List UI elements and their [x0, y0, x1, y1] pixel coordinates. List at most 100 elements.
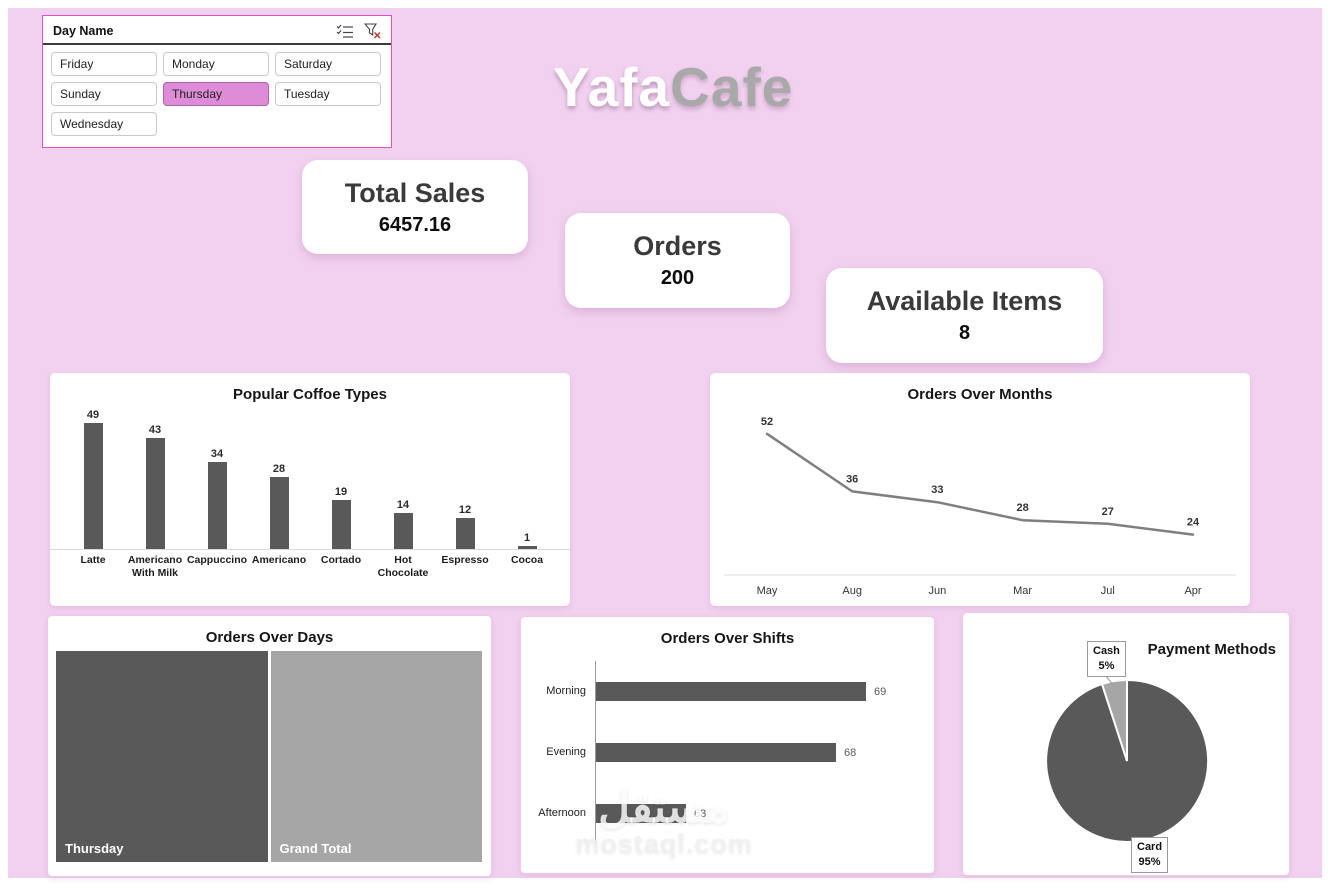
bar[interactable]	[207, 461, 227, 549]
chart-title: Orders Over Months	[907, 386, 1053, 403]
shift-bar-track: 63	[595, 783, 924, 844]
orders-line-series[interactable]	[765, 432, 1195, 536]
kpi-title: Orders	[633, 231, 722, 261]
month-axis-label: Mar	[1013, 585, 1032, 597]
line-value-label: 36	[846, 473, 858, 485]
line-value-label: 28	[1016, 502, 1028, 514]
shift-bar[interactable]	[596, 743, 836, 762]
column-chart-plot: 49 43 34 28 19 14 12 1	[50, 403, 570, 550]
pie-slice-cash[interactable]	[1100, 678, 1128, 762]
bar-category-label: Cappuccino	[186, 554, 248, 566]
line-value-label: 52	[761, 416, 773, 428]
logo-part-1: Yafa	[553, 56, 671, 118]
bar-value-label: 34	[210, 447, 224, 460]
line-chart-plot: 52 May 36 Aug 33 Jun 28 Mar 27 Jul 24 Apr	[724, 416, 1236, 597]
shift-bar[interactable]	[596, 682, 866, 701]
chart-title: Orders Over Days	[205, 629, 334, 646]
clear-filter-icon[interactable]	[364, 23, 381, 39]
bar-group-americano-with-milk: 43	[124, 424, 186, 549]
shift-category-label: Evening	[546, 746, 586, 759]
bar-category-label: Cortado	[320, 554, 362, 566]
bar-category-label: Latte	[80, 554, 106, 566]
cash-callout-leader-line	[1104, 674, 1115, 687]
kpi-value: 8	[958, 322, 971, 344]
pie-callout-name: Cash	[1093, 645, 1120, 657]
shift-row-evening: Evening 68	[533, 722, 924, 783]
shift-category-label: Morning	[546, 685, 586, 698]
treemap-plot: Thursday Grand Total	[56, 651, 482, 862]
day-button-saturday[interactable]: Saturday	[275, 52, 381, 76]
shift-row-morning: Morning 69	[533, 661, 924, 722]
column-chart-categories: Latte Americano With Milk Cappuccino Americ…	[50, 550, 570, 580]
chart-popular-coffee-types: Popular Coffoe Types 49 43 34 28 19 14 12 1 Lat…	[50, 373, 570, 606]
bar-category-label: Americano	[251, 554, 307, 566]
hbar-chart-plot: Morning 69 Evening 68 Afternoon 63	[533, 661, 924, 844]
bar[interactable]	[331, 500, 351, 549]
chart-payment-methods: Payment Methods Card 95% Cash 5%	[962, 612, 1290, 876]
shift-row-afternoon: Afternoon 63	[533, 783, 924, 844]
logo-part-2: Cafe	[670, 56, 794, 118]
pie-callout-name: Card	[1137, 841, 1163, 853]
bar-value-label: 28	[272, 463, 286, 475]
pie-chart-plot	[1045, 674, 1210, 843]
treemap-tile-thursday[interactable]: Thursday	[56, 651, 268, 862]
chart-orders-over-shifts: Orders Over Shifts Morning 69 Evening 68 Aft…	[520, 616, 935, 874]
day-button-sunday[interactable]: Sunday	[51, 82, 157, 106]
treemap-tile-grand-total[interactable]: Grand Total	[270, 651, 482, 862]
kpi-card-orders: Orders 200	[565, 213, 790, 308]
line-value-label: 24	[1187, 517, 1200, 529]
bar-category-label: Espresso	[441, 554, 489, 566]
bar[interactable]	[145, 438, 165, 549]
treemap-tile-label: Grand Total	[279, 841, 352, 856]
month-axis-label: May	[757, 585, 778, 597]
chart-orders-over-days: Orders Over Days Thursday Grand Total	[47, 615, 492, 877]
bar[interactable]	[517, 546, 537, 549]
bar[interactable]	[269, 477, 289, 549]
kpi-card-available-items: Available Items 8	[826, 268, 1103, 363]
month-axis-label: Apr	[1184, 585, 1201, 597]
shift-bar[interactable]	[596, 804, 686, 823]
kpi-value: 6457.16	[378, 213, 452, 236]
line-value-label: 33	[931, 484, 943, 496]
bar-category-label: Americano With Milk	[127, 554, 183, 580]
month-axis-label: Jul	[1101, 585, 1115, 597]
shift-value-label: 68	[844, 746, 857, 759]
logo: YafaCafe	[553, 55, 793, 119]
month-axis-label: Jun	[929, 585, 947, 597]
chart-title: Orders Over Shifts	[660, 630, 795, 647]
bar-value-label: 14	[396, 499, 410, 511]
day-button-thursday[interactable]: Thursday	[163, 82, 269, 106]
bar-group-cocoa: 1	[496, 532, 558, 549]
select-all-icon[interactable]	[336, 24, 354, 38]
bar[interactable]	[83, 423, 103, 549]
day-button-wednesday[interactable]: Wednesday	[51, 112, 157, 136]
pie-callout-card: Card 95%	[1131, 837, 1169, 873]
bar-value-label: 12	[458, 504, 472, 517]
shift-bar-track: 68	[595, 722, 924, 783]
bar[interactable]	[393, 513, 413, 549]
kpi-card-total-sales: Total Sales 6457.16	[302, 160, 528, 254]
bar-value-label: 43	[148, 424, 162, 437]
shift-category-label: Afternoon	[538, 807, 586, 820]
pie-callout-cash: Cash 5%	[1087, 641, 1126, 677]
pie-callout-pct: 5%	[1098, 659, 1115, 672]
shift-bar-track: 69	[595, 661, 924, 722]
chart-title: Popular Coffoe Types	[233, 386, 387, 403]
bar-group-americano: 28	[248, 463, 310, 549]
treemap-tile-label: Thursday	[65, 841, 124, 856]
bar-value-label: 49	[86, 409, 100, 421]
bar-group-cortado: 19	[310, 486, 372, 549]
bar-category-label: Cocoa	[510, 554, 544, 566]
day-button-tuesday[interactable]: Tuesday	[275, 82, 381, 106]
bar-value-label: 19	[334, 486, 348, 499]
day-button-monday[interactable]: Monday	[163, 52, 269, 76]
day-button-friday[interactable]: Friday	[51, 52, 157, 76]
slicer-title: Day Name	[53, 24, 114, 38]
shift-value-label: 69	[874, 685, 887, 698]
chart-title: Payment Methods	[1147, 641, 1276, 658]
bar-value-label: 1	[523, 532, 531, 545]
kpi-title: Available Items	[866, 286, 1063, 316]
bar[interactable]	[455, 518, 475, 549]
bar-group-cappuccino: 34	[186, 448, 248, 549]
bar-category-label: Hot Chocolate	[377, 554, 429, 580]
